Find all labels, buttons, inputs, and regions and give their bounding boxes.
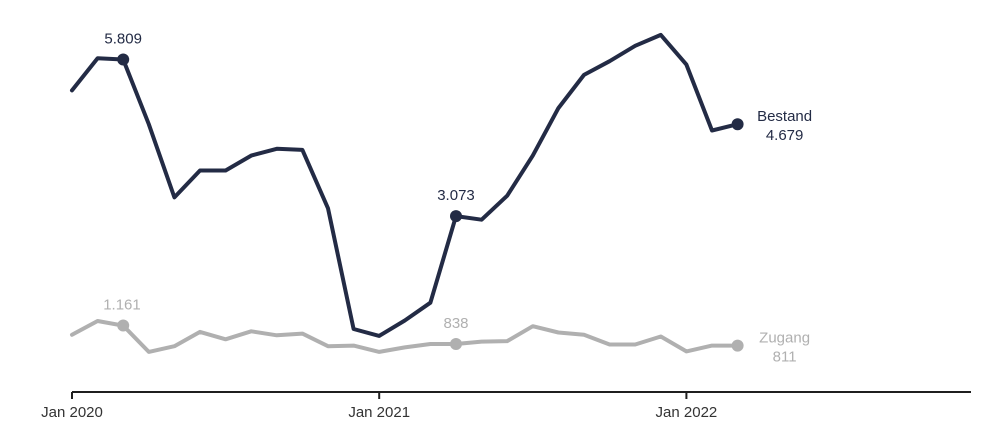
- marker-zugang-0: [117, 319, 130, 332]
- x-tick-label-1: Jan 2021: [348, 404, 410, 421]
- value-label-bestand-0: 5.809: [104, 31, 142, 48]
- value-label-zugang-2: 811: [773, 349, 797, 366]
- series-line-zugang: [70, 319, 740, 354]
- marker-zugang-1: [450, 338, 462, 351]
- series-line-bestand: [70, 32, 740, 338]
- marker-bestand-1: [450, 210, 462, 223]
- value-label-bestand-1: 3.073: [437, 187, 475, 204]
- marker-bestand-0: [117, 53, 130, 66]
- x-tick-label-2: Jan 2022: [656, 404, 718, 421]
- value-label-zugang-1: 838: [443, 315, 468, 332]
- marker-bestand-2: [731, 118, 744, 131]
- series-name-bestand: Bestand: [757, 108, 812, 125]
- x-axis-ticks: Jan 2020 Jan 2021 Jan 2022: [41, 392, 717, 421]
- value-label-zugang-0: 1.161: [103, 297, 141, 314]
- x-tick-label-0: Jan 2020: [41, 404, 103, 421]
- data-labels: 5.809 3.073 Bestand 4.679 1.161 838 Zugang 811: [103, 31, 812, 366]
- value-label-bestand-2: 4.679: [766, 127, 804, 144]
- series-layer: [70, 32, 744, 354]
- series-name-zugang: Zugang: [759, 330, 810, 347]
- marker-zugang-2: [731, 339, 744, 352]
